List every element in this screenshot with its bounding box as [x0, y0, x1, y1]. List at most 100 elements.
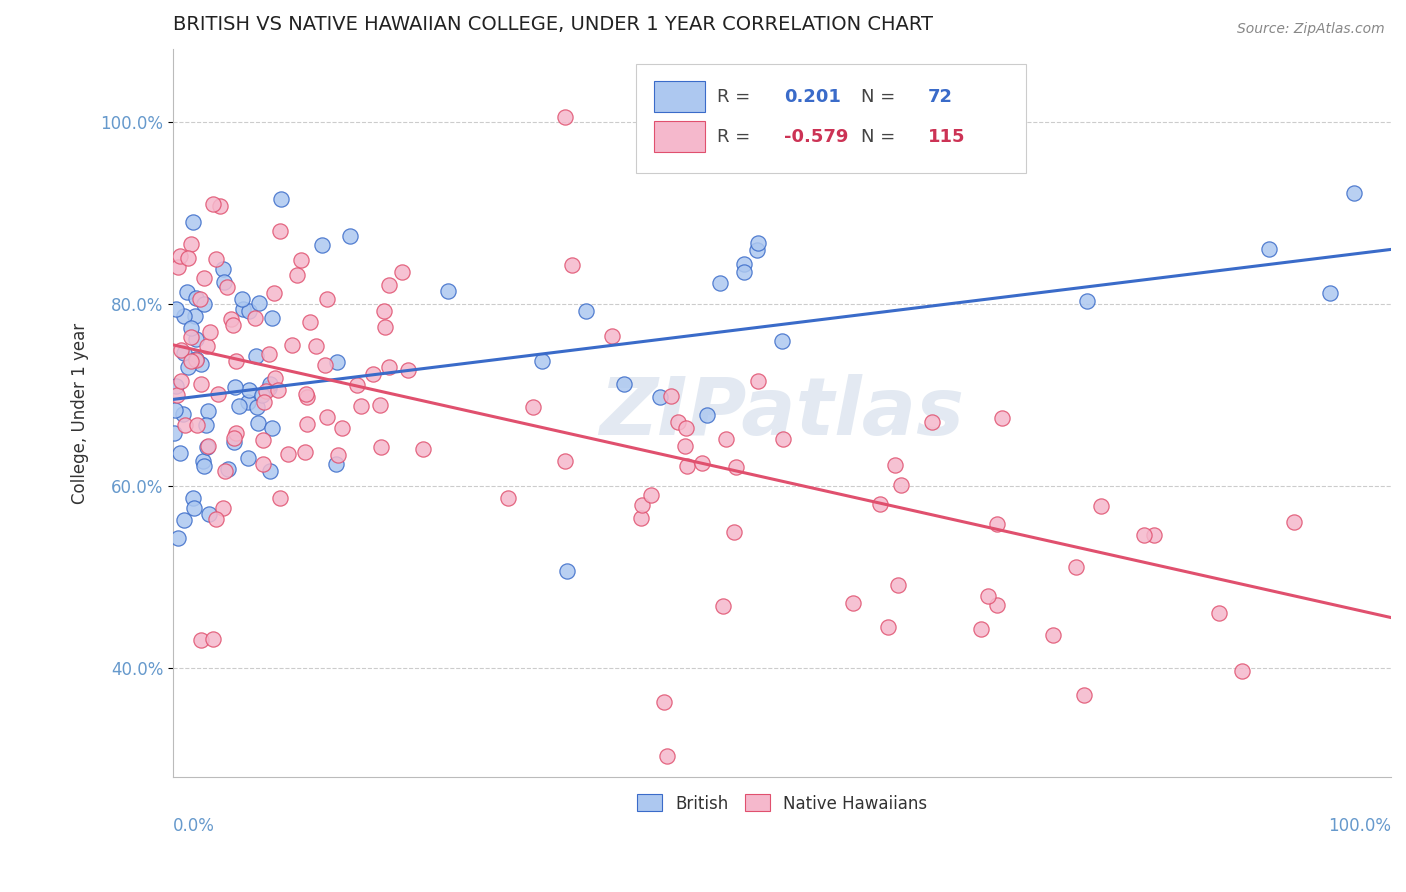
- Point: [224, 431, 246, 445]
- Text: 100.0%: 100.0%: [1329, 816, 1391, 835]
- Point: [193, 297, 215, 311]
- Point: [299, 315, 322, 329]
- Point: [575, 304, 598, 318]
- Point: [184, 352, 207, 367]
- Point: [991, 411, 1014, 425]
- Text: 0.201: 0.201: [785, 87, 841, 106]
- Point: [290, 252, 312, 267]
- Point: [197, 439, 219, 453]
- Point: [254, 384, 277, 398]
- Point: [163, 403, 186, 417]
- Point: [666, 415, 689, 429]
- Point: [361, 368, 384, 382]
- Point: [745, 243, 768, 257]
- Point: [238, 384, 260, 398]
- Point: [197, 404, 219, 418]
- Point: [174, 417, 197, 432]
- Point: [733, 257, 755, 271]
- Point: [1143, 528, 1166, 542]
- Point: [554, 110, 576, 124]
- Point: [181, 491, 204, 505]
- Point: [496, 491, 519, 506]
- Text: BRITISH VS NATIVE HAWAIIAN COLLEGE, UNDER 1 YEAR CORRELATION CHART: BRITISH VS NATIVE HAWAIIAN COLLEGE, UNDE…: [173, 15, 934, 34]
- Point: [246, 416, 269, 430]
- FancyBboxPatch shape: [636, 64, 1025, 173]
- Point: [221, 318, 243, 332]
- Point: [217, 462, 239, 476]
- Point: [173, 310, 195, 324]
- Point: [236, 395, 259, 409]
- Point: [373, 303, 395, 318]
- Point: [316, 292, 339, 306]
- Point: [169, 248, 191, 262]
- Point: [173, 346, 195, 360]
- Point: [180, 353, 202, 368]
- Point: [211, 262, 233, 277]
- Point: [225, 354, 247, 368]
- Point: [970, 623, 993, 637]
- Point: [245, 349, 267, 363]
- Point: [228, 400, 250, 414]
- Point: [297, 417, 319, 432]
- Point: [1076, 293, 1098, 308]
- Point: [630, 510, 652, 524]
- Point: [675, 421, 697, 435]
- Point: [270, 192, 292, 206]
- Point: [631, 498, 654, 512]
- Point: [195, 441, 218, 455]
- Point: [186, 418, 208, 433]
- Point: [195, 339, 218, 353]
- Point: [280, 338, 302, 352]
- Point: [208, 199, 231, 213]
- Point: [709, 277, 731, 291]
- Point: [650, 390, 672, 404]
- Point: [652, 695, 675, 709]
- Point: [198, 508, 221, 522]
- Point: [339, 228, 361, 243]
- Point: [184, 351, 207, 366]
- Point: [297, 390, 319, 404]
- Point: [770, 334, 793, 348]
- Point: [378, 360, 401, 375]
- Point: [193, 459, 215, 474]
- Point: [887, 578, 910, 592]
- Point: [391, 265, 413, 279]
- Point: [188, 292, 211, 306]
- Point: [232, 301, 254, 316]
- Point: [231, 292, 253, 306]
- Point: [180, 329, 202, 343]
- Point: [890, 478, 912, 492]
- Point: [561, 258, 583, 272]
- Point: [247, 295, 270, 310]
- Point: [326, 448, 349, 462]
- Point: [522, 400, 544, 414]
- Point: [977, 589, 1000, 603]
- FancyBboxPatch shape: [654, 121, 706, 152]
- Point: [346, 378, 368, 392]
- Point: [253, 395, 276, 409]
- Point: [167, 260, 190, 274]
- Point: [184, 309, 207, 323]
- Point: [172, 407, 194, 421]
- Point: [212, 501, 235, 516]
- Point: [225, 425, 247, 440]
- Point: [269, 491, 291, 505]
- Point: [184, 332, 207, 346]
- Text: N =: N =: [862, 87, 901, 106]
- Point: [876, 620, 898, 634]
- Point: [1073, 688, 1095, 702]
- Point: [285, 268, 308, 282]
- Text: R =: R =: [717, 87, 756, 106]
- Point: [212, 275, 235, 289]
- Point: [986, 598, 1008, 612]
- Point: [412, 442, 434, 456]
- Point: [1319, 286, 1341, 301]
- Point: [259, 381, 281, 395]
- Text: 72: 72: [928, 87, 953, 106]
- Point: [315, 410, 337, 425]
- Point: [733, 265, 755, 279]
- Point: [378, 277, 401, 292]
- Point: [177, 360, 200, 375]
- Point: [202, 197, 225, 211]
- Point: [747, 374, 769, 388]
